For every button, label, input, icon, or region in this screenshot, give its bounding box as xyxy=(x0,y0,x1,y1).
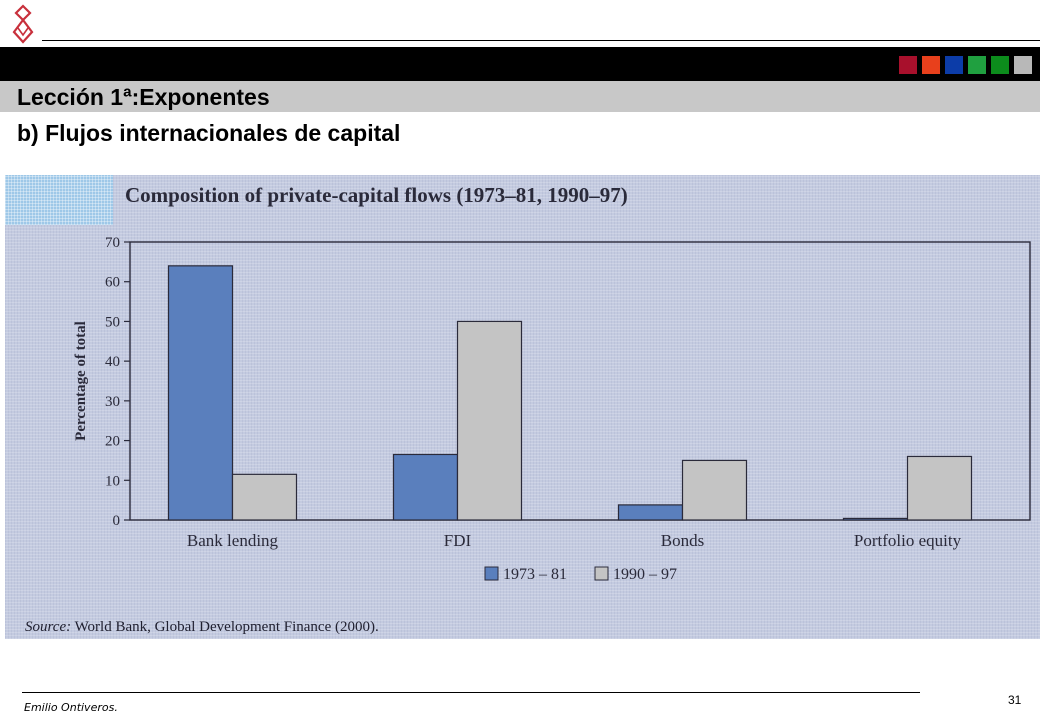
y-axis-label: Percentage of total xyxy=(73,321,89,441)
legend-swatch xyxy=(594,566,609,581)
x-tick-label: Portfolio equity xyxy=(854,531,962,550)
page-number: 31 xyxy=(1008,693,1022,707)
color-swatch xyxy=(899,56,917,74)
color-swatch xyxy=(945,56,963,74)
color-swatch xyxy=(968,56,986,74)
legend-label: 1990 – 97 xyxy=(613,566,677,583)
title-band xyxy=(0,81,1040,112)
bar xyxy=(231,473,298,521)
y-tick-label: 20 xyxy=(105,434,120,450)
y-tick-label: 30 xyxy=(105,394,120,410)
bar xyxy=(456,320,523,521)
y-tick-label: 50 xyxy=(105,314,120,330)
y-tick-label: 0 xyxy=(113,513,121,529)
x-tick-label: FDI xyxy=(444,531,472,550)
source-note: Source: World Bank, Global Development F… xyxy=(25,619,379,636)
x-tick-label: Bank lending xyxy=(187,531,279,550)
bar xyxy=(681,459,748,521)
color-swatch-strip xyxy=(899,56,1032,74)
source-label: Source: xyxy=(25,619,72,635)
color-swatch xyxy=(1014,56,1032,74)
legend-label: 1973 – 81 xyxy=(503,566,567,583)
chart-title: Composition of private-capital flows (19… xyxy=(125,183,628,207)
bar xyxy=(906,455,973,521)
color-swatch xyxy=(991,56,1009,74)
ribbon-logo-icon xyxy=(12,4,34,44)
bar xyxy=(392,453,459,521)
slide-subtitle: b) Flujos internacionales de capital xyxy=(17,120,401,146)
bar xyxy=(842,517,909,521)
source-text: World Bank, Global Development Finance (… xyxy=(71,619,379,635)
bar-chart: 0 10 20 30 40 50 60 70 Percentage of total Bank l… xyxy=(73,235,1031,583)
slide-title: Lección 1ª:Exponentes xyxy=(17,84,270,110)
footer-rule xyxy=(22,692,920,693)
footer-author: Emilio Ontiveros. xyxy=(24,701,118,714)
y-tick-label: 60 xyxy=(105,275,120,291)
bar xyxy=(617,504,684,521)
bar xyxy=(167,265,234,521)
y-tick-label: 70 xyxy=(105,235,120,251)
color-swatch xyxy=(922,56,940,74)
header-rule xyxy=(42,40,1040,41)
x-tick-label: Bonds xyxy=(661,531,704,550)
chart-figure: Composition of private-capital flows (19… xyxy=(5,175,1040,639)
figure-corner-patch xyxy=(5,175,113,225)
legend-swatch xyxy=(484,566,499,581)
header-band xyxy=(0,47,1040,81)
y-tick-label: 10 xyxy=(105,473,120,489)
plot-frame xyxy=(129,241,1031,521)
y-tick-label: 40 xyxy=(105,354,120,370)
